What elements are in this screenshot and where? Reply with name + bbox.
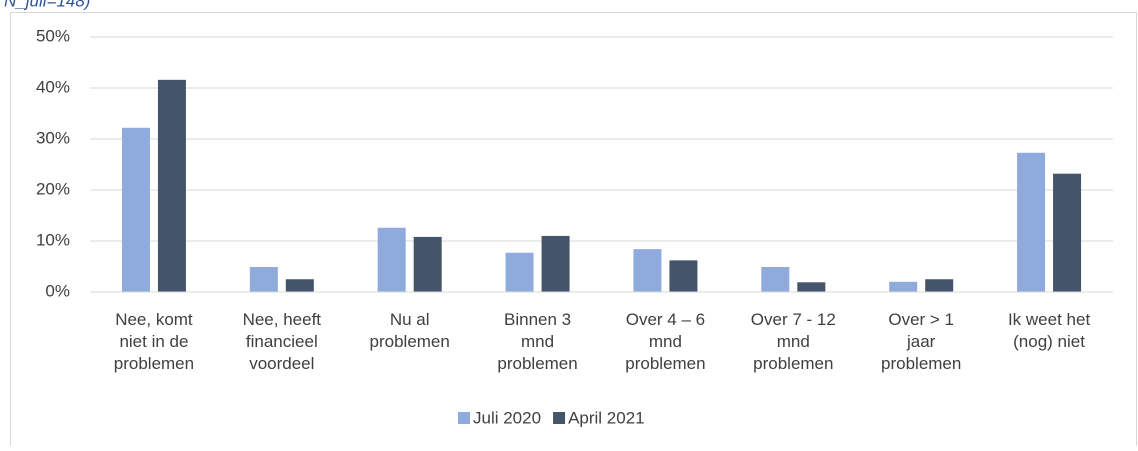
bar [669,260,698,292]
legend-label: Juli 2020 [473,408,541,427]
bar [249,267,278,292]
y-tick-label: 30% [36,128,70,147]
x-tick-label: Over 7 - 12 mnd problemen [751,310,836,373]
x-tick-label: Over > 1 jaar problemen [881,310,961,373]
legend-swatch [553,412,566,424]
x-tick-label: Over 4 – 6 mnd problemen [625,310,705,373]
bar [121,127,150,292]
bar [541,235,570,292]
bar [285,279,314,292]
bar [761,267,790,292]
x-tick-label: Nee, heeft financieel voordeel [243,310,322,373]
bar [797,282,826,292]
x-tick-label: Nu al problemen [370,310,450,351]
y-tick-label: 0% [45,281,70,300]
bar [413,236,442,292]
bar [157,79,186,292]
chart-subtitle: N_juli=148) [4,0,90,10]
x-tick-label: Ik weet het (nog) niet [1008,310,1090,351]
bar [505,252,534,292]
bar [633,249,662,292]
y-tick-label: 50% [36,26,70,45]
chart-border [10,12,1137,451]
bar [1017,152,1046,292]
bar [889,281,918,292]
legend-swatch [458,412,470,424]
legend-label: April 2021 [568,408,645,427]
y-tick-label: 20% [36,179,70,198]
bar [925,279,954,292]
x-tick-label: Nee, komt niet in de problemen [114,310,194,373]
bar [1053,173,1082,292]
bar [377,227,406,292]
x-tick-label: Binnen 3 mnd problemen [497,310,577,373]
y-tick-label: 40% [36,77,70,96]
y-tick-label: 10% [36,230,70,249]
